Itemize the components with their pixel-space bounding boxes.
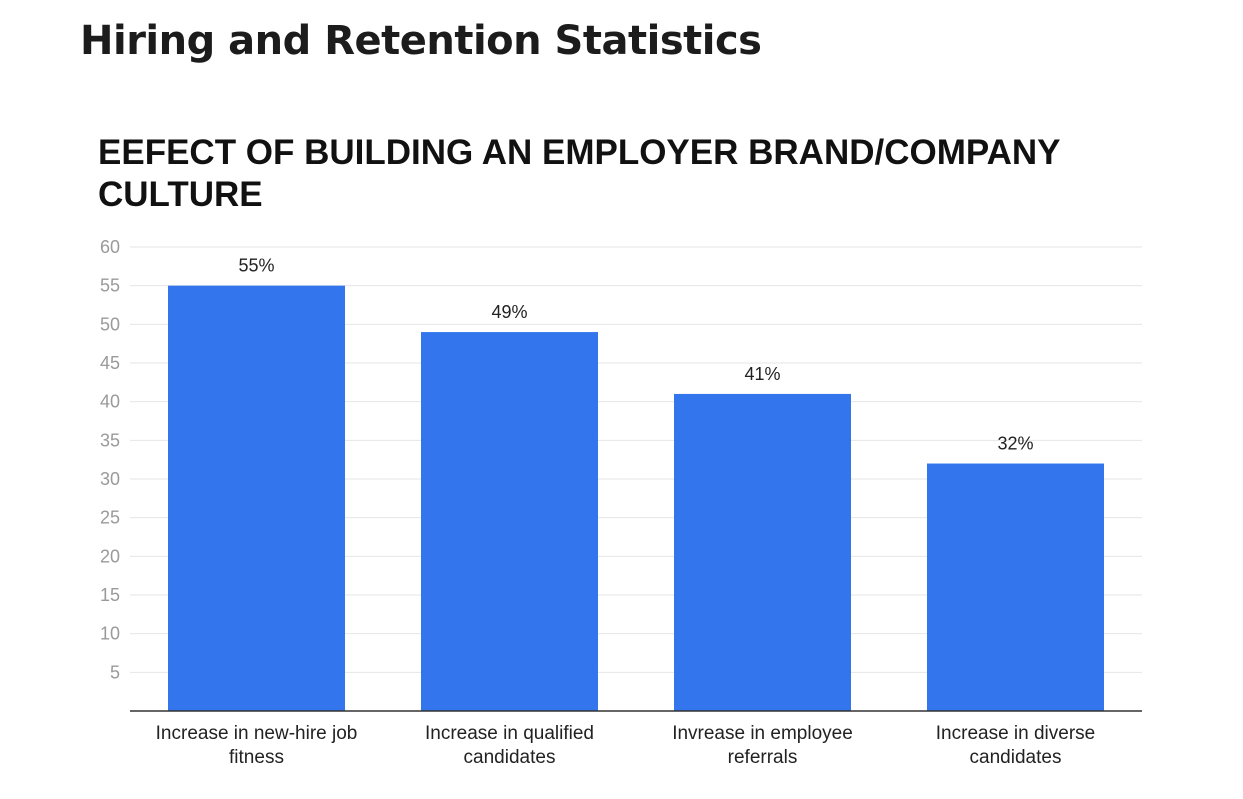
y-tick-label: 30 — [100, 469, 120, 489]
bar — [927, 463, 1104, 711]
y-tick-label: 55 — [100, 276, 120, 296]
data-label: 55% — [238, 256, 274, 276]
data-label: 41% — [744, 364, 780, 384]
bars — [168, 285, 1104, 711]
category-label-line: candidates — [464, 747, 556, 768]
category-label-line: fitness — [229, 747, 284, 768]
y-tick-label: 35 — [100, 430, 120, 450]
page-heading: Hiring and Retention Statistics — [80, 18, 762, 64]
y-tick-label: 40 — [100, 392, 120, 412]
category-label-line: Invrease in employee — [672, 723, 853, 744]
y-tick-label: 50 — [100, 314, 120, 334]
y-tick-label: 20 — [100, 546, 120, 566]
category-label: Increase in qualified candidates — [425, 723, 594, 768]
y-axis-ticks: 5 10 15 20 25 30 35 40 45 50 55 60 — [100, 237, 120, 682]
chart-title: EEFECT OF BUILDING AN EMPLOYER BRAND/COM… — [98, 133, 1060, 214]
category-label-line: Increase in diverse — [936, 723, 1095, 744]
category-labels: Increase in new-hire job fitnessIncrease … — [156, 723, 1096, 768]
y-tick-label: 10 — [100, 624, 120, 644]
data-labels: 55% 49% 41% 32% — [238, 256, 1033, 454]
category-label: Increase in new-hire job fitness — [156, 723, 358, 768]
category-label-line: referrals — [728, 747, 798, 768]
category-label-line: Increase in new-hire job — [156, 723, 358, 744]
data-label: 32% — [997, 434, 1033, 454]
category-label-line: Increase in qualified — [425, 723, 594, 744]
y-tick-label: 15 — [100, 585, 120, 605]
category-label: Increase in diverse candidates — [936, 723, 1095, 768]
y-tick-label: 60 — [100, 237, 120, 257]
category-label-line: candidates — [970, 747, 1062, 768]
data-label: 49% — [491, 302, 527, 322]
y-tick-label: 25 — [100, 508, 120, 528]
y-tick-label: 5 — [110, 662, 120, 682]
category-label: Invrease in employee referrals — [672, 723, 853, 768]
bar — [674, 393, 851, 711]
bar — [168, 285, 345, 711]
y-tick-label: 45 — [100, 353, 120, 373]
bar — [421, 332, 598, 711]
